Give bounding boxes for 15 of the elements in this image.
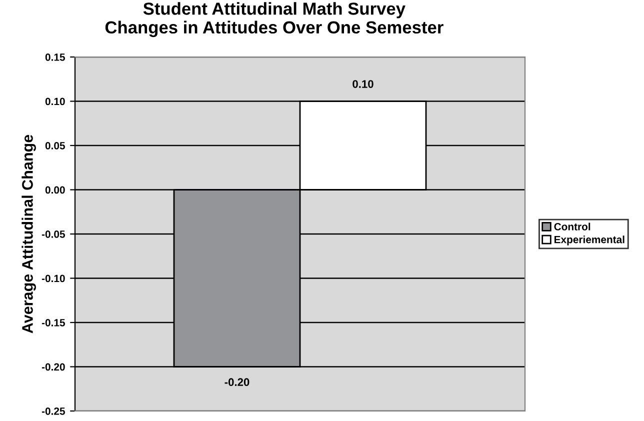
- y-axis-title: Average Attitudinal Change: [22, 134, 36, 334]
- y-tick-label: 0.00: [45, 186, 65, 194]
- y-tick-label: -0.25: [42, 408, 65, 415]
- y-tick-label: -0.15: [42, 319, 65, 326]
- chart-title: Student Attitudinal Math Survey Changes in Attitudes Over One Semester: [105, 2, 444, 38]
- legend-label: Control: [554, 222, 590, 230]
- y-tick-label: -0.10: [42, 274, 65, 282]
- y-tick-label: -0.05: [42, 230, 65, 238]
- y-tick-label: 0.10: [45, 98, 65, 106]
- data-label: 0.10: [352, 80, 374, 88]
- y-tick-label: 0.05: [45, 142, 65, 150]
- y-tick-label: 0.15: [45, 54, 65, 61]
- data-label: -0.20: [224, 378, 250, 386]
- legend-label: Experiemental: [554, 236, 624, 246]
- y-tick-label: -0.20: [42, 363, 65, 371]
